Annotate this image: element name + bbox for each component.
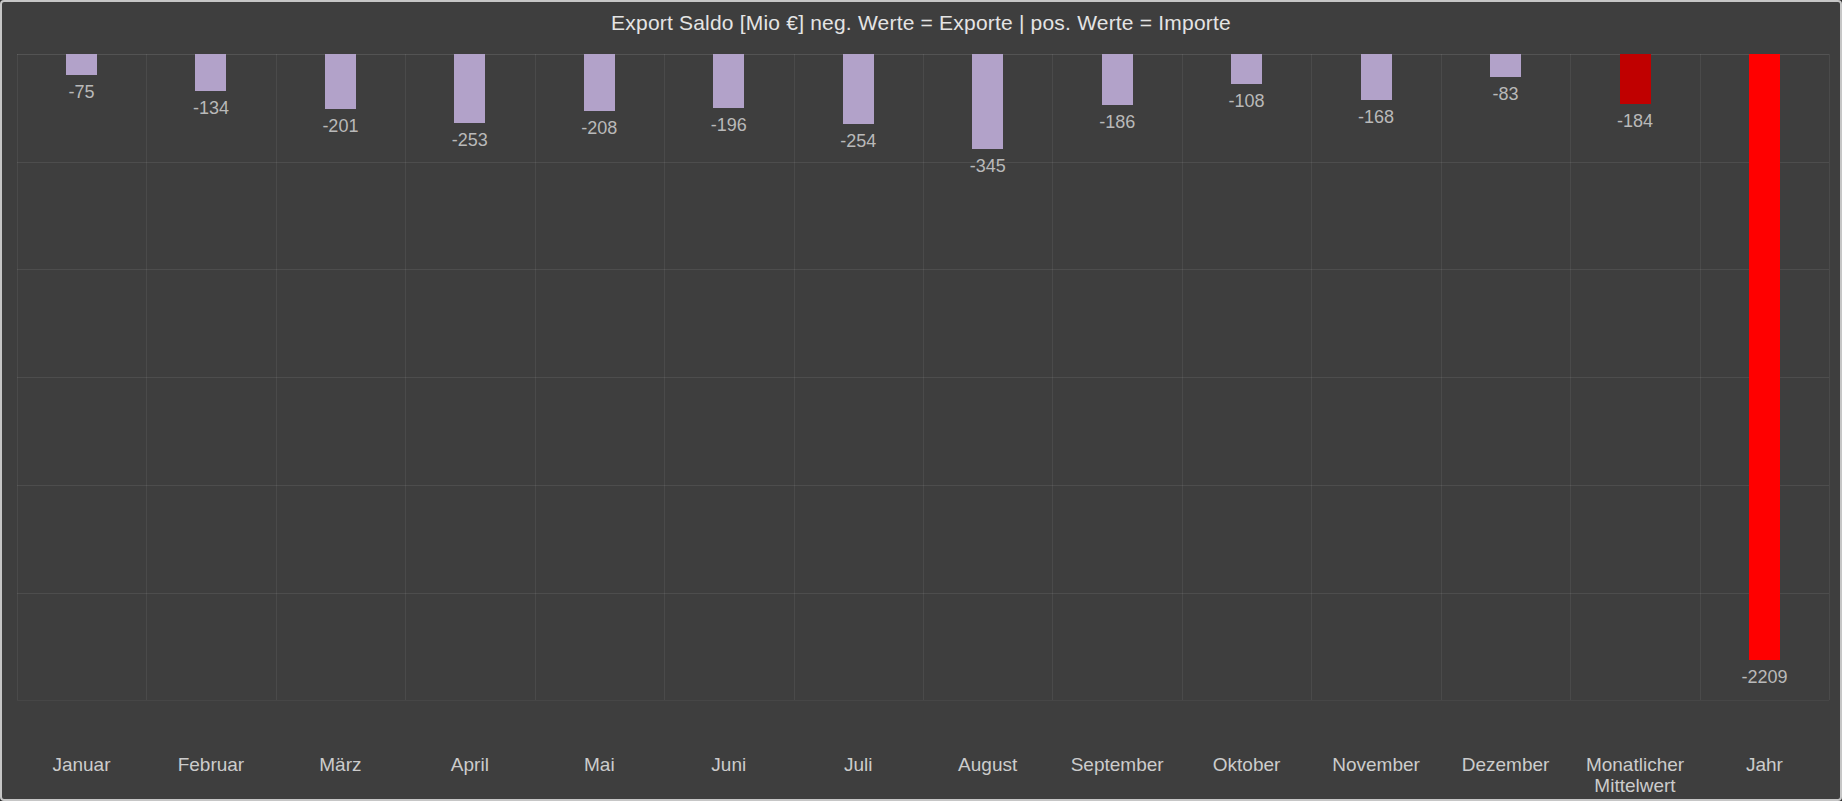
value-label-dezember: -83: [1446, 84, 1566, 105]
bar-januar[interactable]: [66, 54, 97, 75]
value-label-monatlicher-mittelwert: -184: [1575, 111, 1695, 132]
bar-monatlicher-mittelwert[interactable]: [1620, 54, 1651, 104]
x-axis-label-august: August: [922, 754, 1054, 775]
x-axis-label-marz: März: [274, 754, 406, 775]
value-label-juli: -254: [798, 131, 918, 152]
value-label-august: -345: [928, 156, 1048, 177]
x-axis-label-september: September: [1051, 754, 1183, 775]
gridline-vertical: [923, 54, 924, 700]
gridline-vertical: [1182, 54, 1183, 700]
bar-oktober[interactable]: [1231, 54, 1262, 84]
value-label-mai: -208: [539, 118, 659, 139]
gridline-vertical: [664, 54, 665, 700]
x-axis-label-monatlicher-mittelwert: Monatlicher Mittelwert: [1569, 754, 1701, 796]
value-label-jahr: -2209: [1704, 667, 1824, 688]
bar-september[interactable]: [1102, 54, 1133, 105]
x-axis-label-januar: Januar: [15, 754, 147, 775]
value-label-juni: -196: [669, 115, 789, 136]
gridline-vertical: [1441, 54, 1442, 700]
x-axis-label-februar: Februar: [145, 754, 277, 775]
x-axis-label-oktober: Oktober: [1181, 754, 1313, 775]
bar-juni[interactable]: [713, 54, 744, 108]
value-label-januar: -75: [21, 82, 141, 103]
gridline-vertical: [794, 54, 795, 700]
bar-marz[interactable]: [325, 54, 356, 109]
gridline-vertical: [1829, 54, 1830, 700]
gridline-vertical: [276, 54, 277, 700]
x-axis-label-jahr: Jahr: [1698, 754, 1830, 775]
value-label-september: -186: [1057, 112, 1177, 133]
value-label-november: -168: [1316, 107, 1436, 128]
bar-april[interactable]: [454, 54, 485, 123]
gridline-vertical: [535, 54, 536, 700]
bar-juli[interactable]: [843, 54, 874, 124]
bar-februar[interactable]: [195, 54, 226, 91]
value-label-april: -253: [410, 130, 530, 151]
x-axis-label-juni: Juni: [663, 754, 795, 775]
gridline-vertical: [1311, 54, 1312, 700]
chart-title: Export Saldo [Mio €] neg. Werte = Export…: [2, 11, 1840, 35]
value-label-februar: -134: [151, 98, 271, 119]
value-label-marz: -201: [280, 116, 400, 137]
bar-august[interactable]: [972, 54, 1003, 149]
x-axis-label-juli: Juli: [792, 754, 924, 775]
x-axis-label-mai: Mai: [533, 754, 665, 775]
bar-november[interactable]: [1361, 54, 1392, 100]
bar-mai[interactable]: [584, 54, 615, 111]
chart-window: Export Saldo [Mio €] neg. Werte = Export…: [0, 0, 1842, 801]
bar-dezember[interactable]: [1490, 54, 1521, 77]
bar-jahr[interactable]: [1749, 54, 1780, 660]
gridline-vertical: [1570, 54, 1571, 700]
gridline-vertical: [405, 54, 406, 700]
gridline-vertical: [146, 54, 147, 700]
value-label-oktober: -108: [1187, 91, 1307, 112]
gridline-vertical: [1052, 54, 1053, 700]
x-axis-label-april: April: [404, 754, 536, 775]
gridline-vertical: [1700, 54, 1701, 700]
x-axis-label-november: November: [1310, 754, 1442, 775]
x-axis-label-dezember: Dezember: [1440, 754, 1572, 775]
gridline-horizontal: [17, 700, 1829, 701]
gridline-vertical: [17, 54, 18, 700]
